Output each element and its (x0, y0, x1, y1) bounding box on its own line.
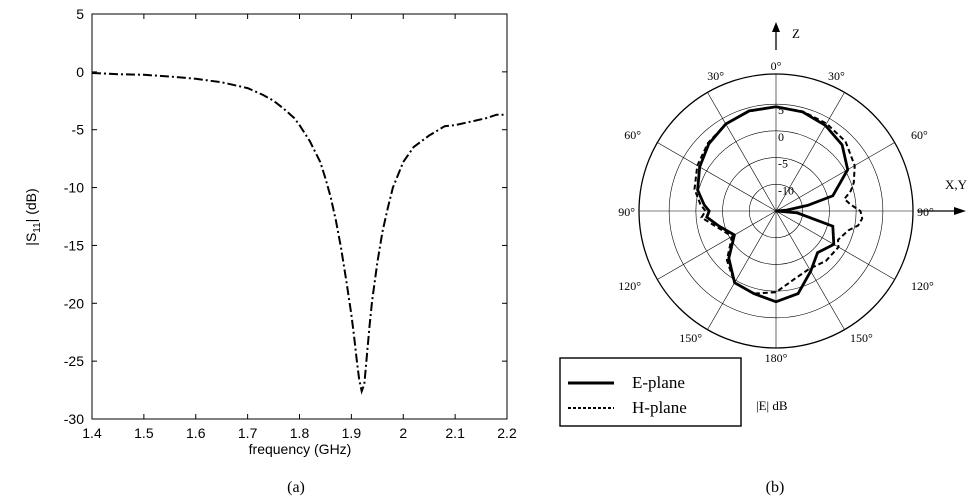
z-axis-label: Z (792, 26, 800, 41)
polar-grid: 5 0 -5 -10 (638, 73, 914, 349)
h-plane-pattern (693, 105, 864, 295)
angle-label-l60: 60° (624, 128, 641, 142)
xy-arrow-head (954, 207, 966, 215)
x-tick-label: 1.8 (290, 425, 310, 441)
caption-a: (a) (287, 479, 305, 496)
x-tick-label: 1.5 (134, 425, 154, 441)
angle-label-l30: 30° (707, 69, 724, 83)
radial-tick-label: -10 (778, 183, 794, 197)
grid-spoke (775, 210, 895, 280)
radial-tick-label: 5 (778, 103, 784, 117)
x-tick-label: 2.2 (497, 425, 517, 441)
y-axis-label: |S11| (dB) (23, 188, 43, 245)
unit-label: |E| dB (756, 398, 788, 413)
y-tick-label: -5 (72, 122, 85, 138)
angle-label-bottom: 180° (765, 351, 788, 365)
legend-eplane-label: E-plane (632, 373, 685, 392)
x-axis-label: frequency (GHz) (249, 441, 352, 457)
y-tick-label: -20 (64, 295, 84, 311)
grid-spoke (657, 142, 777, 212)
grid-spoke (707, 210, 777, 330)
y-tick-label: 0 (76, 64, 84, 80)
return-loss-chart: 1.4 1.5 1.6 1.7 1.8 1.9 2 2.1 2.2 5 0 -5 -10 -15 -20 -2… (23, 6, 517, 496)
radial-tick-label: 0 (778, 130, 784, 144)
z-arrow-head (772, 22, 780, 32)
x-tick-label: 2.1 (445, 425, 465, 441)
x-tick-label: 1.7 (238, 425, 258, 441)
radiation-pattern-chart: 5 0 -5 -10 0° 180° 30° 30° 60° 60° 90° 90° 120° 120°… (559, 22, 968, 496)
angle-label-r150: 150° (850, 331, 873, 345)
grid-spoke (657, 210, 777, 280)
legend-box (559, 357, 742, 427)
y-tick-label: -30 (64, 411, 84, 427)
y-tick-label: -10 (64, 180, 84, 196)
x-tick-label: 2 (399, 425, 407, 441)
y-tick-label: 5 (76, 6, 84, 22)
x-tick-label: 1.9 (342, 425, 362, 441)
angle-label-l120: 120° (618, 279, 641, 293)
polar-series (693, 105, 864, 304)
axis-ticks: 1.4 1.5 1.6 1.7 1.8 1.9 2 2.1 2.2 5 0 -5 -10 -15 -20 -2… (64, 6, 517, 441)
grid-spoke (775, 92, 845, 212)
angle-labels: 0° 180° 30° 30° 60° 60° 90° 90° 120° 120° 150° 150° (618, 59, 934, 365)
angle-label-l90: 90° (618, 205, 635, 219)
grid-spoke (775, 142, 895, 212)
e-plane-pattern (696, 105, 850, 304)
radial-tick-label: -5 (778, 157, 788, 171)
angle-label-r30: 30° (828, 69, 845, 83)
angle-label-r120: 120° (911, 279, 934, 293)
legend-hplane-label: H-plane (632, 398, 687, 417)
grid-spoke (707, 92, 777, 212)
angle-label-l150: 150° (679, 331, 702, 345)
plot-frame (91, 13, 508, 420)
angle-label-r60: 60° (911, 128, 928, 142)
y-tick-label: -15 (64, 237, 84, 253)
xy-axis-label: X,Y (945, 177, 968, 192)
x-tick-label: 1.6 (186, 425, 206, 441)
caption-b: (b) (766, 479, 785, 496)
x-tick-label: 1.4 (82, 425, 102, 441)
y-tick-label: -25 (64, 353, 84, 369)
s11-curve (91, 72, 507, 395)
angle-label-top: 0° (771, 59, 782, 73)
angle-label-r90: 90° (917, 205, 934, 219)
